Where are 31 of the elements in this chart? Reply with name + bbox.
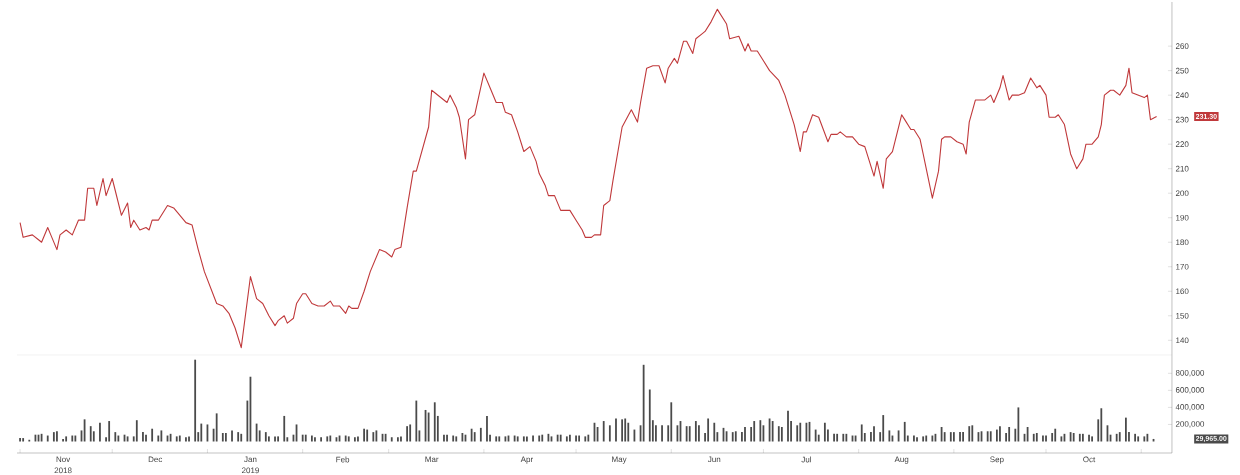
y-tick-label: 190 bbox=[1176, 214, 1189, 221]
y-tick-label: 400,000 bbox=[1175, 404, 1205, 411]
y-tick-label: 200,000 bbox=[1175, 421, 1205, 428]
y-tick-label: 210 bbox=[1175, 165, 1189, 172]
x-tick-label: May bbox=[612, 456, 627, 464]
y-tick-label: 180 bbox=[1176, 239, 1189, 246]
x-tick-label: Feb bbox=[336, 456, 350, 463]
y-tick-label: 170 bbox=[1176, 263, 1189, 270]
y-tick-label: 800,000 bbox=[1175, 370, 1205, 377]
y-tick-label: 600,000 bbox=[1175, 387, 1205, 394]
y-tick-label: 250 bbox=[1175, 67, 1189, 74]
x-tick-label: Sep bbox=[990, 456, 1004, 464]
y-tick-label: 220 bbox=[1175, 141, 1189, 148]
y-tick-label: 200 bbox=[1175, 190, 1189, 197]
y-tick-label: 240 bbox=[1175, 92, 1189, 98]
x-tick-label: Oct bbox=[1083, 456, 1096, 463]
y-tick-label: 260 bbox=[1175, 43, 1189, 49]
text: 2019 bbox=[241, 467, 259, 474]
text: 2018 bbox=[54, 467, 72, 474]
x-tick-label: Mar bbox=[425, 456, 439, 463]
y-tick-label: 150 bbox=[1176, 312, 1189, 319]
y-tick-label: 140 bbox=[1176, 337, 1189, 344]
x-tick-label: Jan bbox=[244, 456, 257, 463]
x-tick-label: Jul bbox=[801, 456, 812, 463]
y-tick-label: 230 bbox=[1175, 116, 1189, 123]
x-tick-label: Aug bbox=[894, 456, 909, 464]
x-tick-label: Apr bbox=[520, 456, 533, 464]
x-tick-label: Nov bbox=[56, 456, 71, 463]
y-tick-label: 160 bbox=[1176, 288, 1189, 295]
x-tick-label: Dec bbox=[148, 456, 163, 463]
x-tick-label: Jun bbox=[707, 456, 721, 463]
